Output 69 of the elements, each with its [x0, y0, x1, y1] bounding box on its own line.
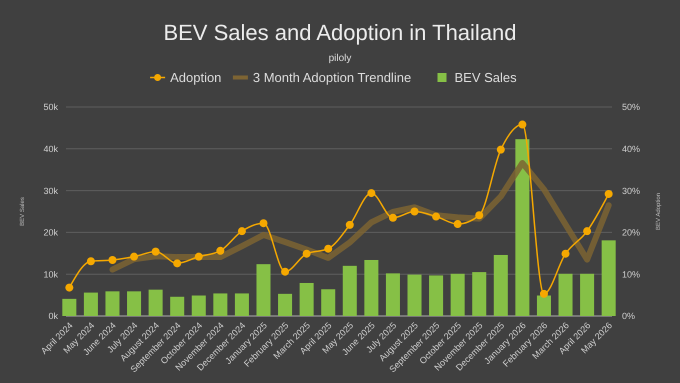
point: [302, 250, 311, 258]
bar: [364, 260, 378, 316]
legend-label: Adoption: [170, 70, 222, 85]
chart-subtitle: piloly: [328, 53, 352, 64]
y2-tick-label: 10%: [622, 269, 640, 280]
point: [259, 219, 268, 228]
point: [540, 290, 548, 298]
y2-tick-label: 50%: [622, 102, 640, 112]
point: [604, 190, 613, 198]
point: [562, 250, 570, 258]
chart-title: BEV Sales and Adoption in Thailand: [163, 20, 517, 45]
y-tick-label: 50k: [43, 102, 58, 112]
y-tick-label: 0k: [48, 311, 58, 322]
point: [173, 259, 182, 268]
bar: [602, 240, 616, 316]
bar: [256, 264, 271, 316]
point: [130, 252, 138, 261]
point: [346, 220, 354, 229]
legend-label: BEV Sales: [454, 70, 518, 85]
y-tick-label: 20k: [43, 228, 58, 238]
bar: [213, 293, 228, 316]
point: [194, 252, 203, 261]
bar: [580, 274, 594, 316]
bar: [515, 139, 530, 316]
y-tick-label: 10k: [43, 269, 58, 280]
y-tick-label: 30k: [43, 186, 58, 196]
point: [388, 214, 397, 222]
bar: [536, 296, 551, 316]
point: [454, 220, 462, 228]
y2-tick-label: 20%: [622, 228, 640, 238]
point: [432, 212, 440, 221]
point: [496, 146, 505, 154]
point: [216, 246, 224, 255]
bar: [300, 282, 314, 316]
point: [86, 257, 95, 266]
y2-tick-label: 0%: [622, 311, 636, 322]
point: [65, 284, 74, 292]
point: [583, 227, 592, 236]
point: [367, 189, 376, 198]
y2-tick-label: 40%: [622, 144, 640, 154]
point: [475, 211, 484, 220]
point: [518, 120, 526, 129]
bar: [386, 273, 400, 316]
point: [410, 208, 419, 216]
point: [281, 268, 290, 276]
bar: [494, 254, 508, 316]
point: [152, 248, 160, 256]
bar: [278, 294, 292, 316]
bar: [450, 274, 465, 316]
bar: [62, 298, 76, 316]
y-tick-label: 40k: [43, 144, 58, 154]
bar: [429, 275, 444, 316]
bar: [321, 289, 336, 316]
bar: [148, 290, 163, 316]
bar: [234, 293, 249, 316]
bar: [105, 291, 120, 316]
point: [238, 227, 246, 236]
bar: [170, 296, 184, 316]
bar: [192, 296, 206, 316]
legend-label: 3 Month Adoption Trendline: [252, 70, 412, 85]
bar: [342, 266, 357, 316]
bar: [407, 274, 422, 316]
bar: [127, 291, 142, 316]
bar: [84, 292, 98, 316]
bar: [472, 272, 486, 316]
point: [324, 244, 332, 253]
point: [108, 256, 116, 264]
y2-tick-label: 30%: [622, 186, 640, 196]
bar: [558, 274, 573, 316]
